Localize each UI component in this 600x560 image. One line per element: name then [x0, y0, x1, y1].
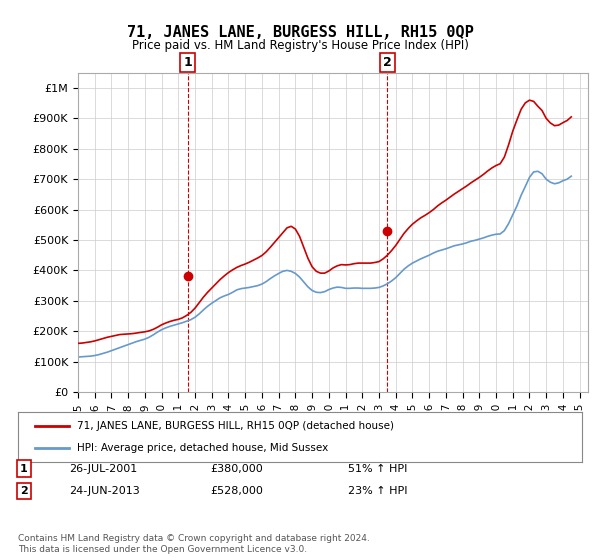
Text: 71, JANES LANE, BURGESS HILL, RH15 0QP: 71, JANES LANE, BURGESS HILL, RH15 0QP [127, 25, 473, 40]
Text: Contains HM Land Registry data © Crown copyright and database right 2024.: Contains HM Land Registry data © Crown c… [18, 534, 370, 543]
Text: 51% ↑ HPI: 51% ↑ HPI [348, 464, 407, 474]
Text: 1: 1 [20, 464, 28, 474]
Text: Price paid vs. HM Land Registry's House Price Index (HPI): Price paid vs. HM Land Registry's House … [131, 39, 469, 52]
Text: 1: 1 [184, 55, 192, 69]
Text: 2: 2 [20, 486, 28, 496]
Text: 23% ↑ HPI: 23% ↑ HPI [348, 486, 407, 496]
Text: 71, JANES LANE, BURGESS HILL, RH15 0QP (detached house): 71, JANES LANE, BURGESS HILL, RH15 0QP (… [77, 421, 394, 431]
Text: 2: 2 [383, 55, 391, 69]
Text: £380,000: £380,000 [210, 464, 263, 474]
Text: HPI: Average price, detached house, Mid Sussex: HPI: Average price, detached house, Mid … [77, 443, 328, 453]
Text: £528,000: £528,000 [210, 486, 263, 496]
Text: This data is licensed under the Open Government Licence v3.0.: This data is licensed under the Open Gov… [18, 545, 307, 554]
Text: 26-JUL-2001: 26-JUL-2001 [69, 464, 137, 474]
Text: 24-JUN-2013: 24-JUN-2013 [69, 486, 140, 496]
